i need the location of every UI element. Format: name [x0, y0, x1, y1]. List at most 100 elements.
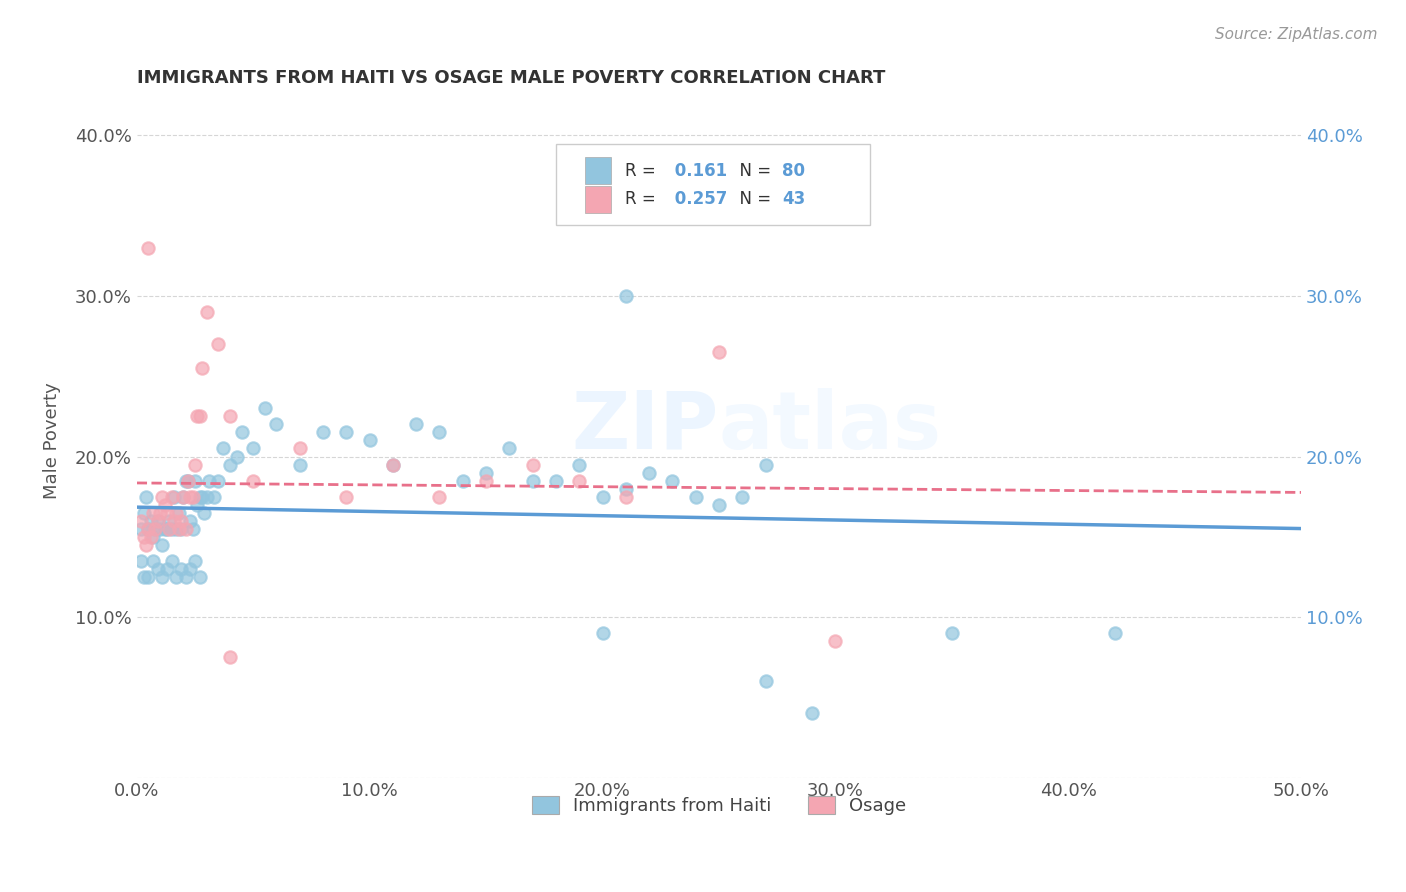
Point — [132, 570, 155, 584]
Point — [219, 650, 242, 665]
Point — [170, 522, 193, 536]
Point — [592, 490, 614, 504]
Point — [153, 498, 176, 512]
Point — [801, 706, 824, 721]
Point — [142, 506, 165, 520]
Point — [179, 490, 201, 504]
Point — [405, 417, 427, 432]
Point — [145, 522, 167, 536]
Point — [132, 506, 155, 520]
Text: N =: N = — [730, 190, 776, 208]
Point — [179, 562, 201, 576]
Point — [188, 409, 211, 424]
Point — [135, 538, 157, 552]
Point — [138, 522, 160, 536]
Point — [160, 522, 183, 536]
Point — [754, 458, 776, 472]
Point — [475, 474, 498, 488]
Point — [167, 506, 190, 520]
Point — [139, 514, 162, 528]
Point — [335, 425, 357, 440]
Point — [184, 554, 207, 568]
Point — [167, 522, 190, 536]
Point — [172, 490, 194, 504]
Point — [568, 458, 591, 472]
Point — [149, 506, 172, 520]
Point — [172, 490, 194, 504]
Point — [138, 522, 160, 536]
Point — [179, 514, 201, 528]
Point — [198, 474, 221, 488]
Point — [131, 554, 153, 568]
Text: atlas: atlas — [718, 388, 942, 466]
Point — [614, 482, 637, 496]
Point — [153, 522, 176, 536]
Point — [163, 490, 186, 504]
Point — [146, 562, 169, 576]
Point — [149, 522, 172, 536]
Point — [160, 554, 183, 568]
Point — [498, 442, 520, 456]
Point — [195, 490, 218, 504]
FancyBboxPatch shape — [585, 186, 610, 212]
Point — [544, 474, 567, 488]
Point — [614, 490, 637, 504]
Point — [170, 562, 193, 576]
Point — [174, 570, 197, 584]
Text: ZIP: ZIP — [572, 388, 718, 466]
Point — [156, 522, 179, 536]
Point — [165, 522, 187, 536]
Point — [150, 490, 173, 504]
Point — [253, 401, 276, 416]
Point — [231, 425, 253, 440]
Point — [242, 474, 264, 488]
Point — [131, 522, 153, 536]
Legend: Immigrants from Haiti, Osage: Immigrants from Haiti, Osage — [524, 789, 914, 822]
Point — [475, 466, 498, 480]
Point — [174, 474, 197, 488]
Point — [266, 417, 288, 432]
Point — [451, 474, 474, 488]
Text: 0.161: 0.161 — [669, 161, 727, 180]
Point — [195, 305, 218, 319]
Text: IMMIGRANTS FROM HAITI VS OSAGE MALE POVERTY CORRELATION CHART: IMMIGRANTS FROM HAITI VS OSAGE MALE POVE… — [136, 69, 886, 87]
Point — [592, 626, 614, 640]
FancyBboxPatch shape — [555, 144, 870, 225]
Point — [429, 425, 451, 440]
Point — [212, 442, 235, 456]
Point — [522, 474, 544, 488]
Point — [184, 458, 207, 472]
Point — [139, 530, 162, 544]
Point — [181, 490, 204, 504]
Point — [188, 570, 211, 584]
Point — [824, 634, 846, 648]
Point — [184, 474, 207, 488]
Point — [614, 289, 637, 303]
Text: N =: N = — [730, 161, 776, 180]
Point — [177, 474, 200, 488]
Point — [142, 554, 165, 568]
Text: Source: ZipAtlas.com: Source: ZipAtlas.com — [1215, 27, 1378, 42]
Point — [142, 530, 165, 544]
Point — [157, 522, 180, 536]
Point — [160, 490, 183, 504]
Point — [568, 474, 591, 488]
Point — [145, 522, 167, 536]
Point — [150, 538, 173, 552]
Point — [429, 490, 451, 504]
Point — [225, 450, 247, 464]
Point — [707, 498, 730, 512]
Point — [131, 514, 153, 528]
Point — [135, 490, 157, 504]
Point — [207, 337, 229, 351]
Point — [163, 514, 186, 528]
Text: 80: 80 — [782, 161, 804, 180]
Point — [156, 562, 179, 576]
Point — [381, 458, 404, 472]
Point — [707, 345, 730, 359]
Point — [381, 458, 404, 472]
Point — [685, 490, 707, 504]
Point — [288, 458, 311, 472]
Point — [522, 458, 544, 472]
Point — [219, 409, 242, 424]
